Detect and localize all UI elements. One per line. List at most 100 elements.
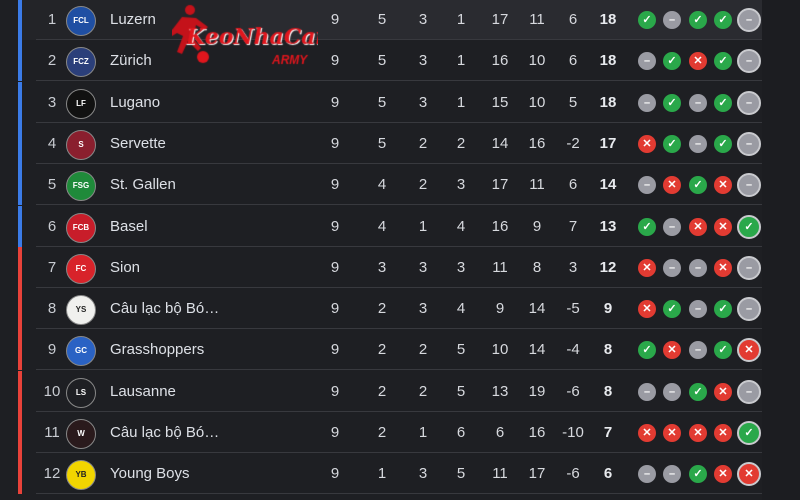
team-name[interactable]: Basel [110,217,148,235]
form-check-icon[interactable]: ✓ [714,341,732,360]
form-x-icon[interactable]: ✕ [638,424,656,442]
stat-gf: 11 [492,258,508,276]
team-name[interactable]: Servette [110,134,166,152]
form-minus-icon[interactable]: – [737,8,761,32]
stat-ga: 8 [532,258,542,276]
form-x-icon[interactable]: ✕ [689,424,707,442]
form-x-icon[interactable]: ✕ [638,300,656,319]
form-check-icon[interactable]: ✓ [663,52,681,71]
table-row[interactable]: 8 YS Câu lạc bộ Bó… 9 2 3 4 9 14 -5 9 ✕ ✓ – ✓ – [0,288,762,330]
form-check-icon[interactable]: ✓ [714,134,732,153]
form-x-icon[interactable]: ✕ [638,258,656,277]
form-x-icon[interactable]: ✕ [689,52,707,71]
table-row[interactable]: 4 S Servette 9 5 2 2 14 16 -2 17 ✕ ✓ – ✓ – [0,122,762,164]
form-minus-icon[interactable]: – [737,297,761,322]
form-check-icon[interactable]: ✓ [663,134,681,153]
stat-d: 2 [418,134,428,152]
table-row[interactable]: 3 LF Lugano 9 5 3 1 15 10 5 18– ✓ – ✓ – [0,81,762,123]
table-row[interactable]: 12 YB Young Boys 9 1 3 5 11 17 -6 6– – ✓ ✕ ✕ [0,453,762,495]
form-minus-icon[interactable]: – [689,134,707,153]
form-x-icon[interactable]: ✕ [663,176,681,195]
form-minus-icon[interactable]: – [638,382,656,401]
form-minus-icon[interactable]: – [689,258,707,277]
form-check-icon[interactable]: ✓ [689,176,707,195]
table-row[interactable]: 11 W Câu lạc bộ Bó… 9 2 1 6 6 16 -10 7 ✕ ✕ ✕ ✕ ✓ [0,412,762,453]
form-x-icon[interactable]: ✕ [638,134,656,153]
table-row[interactable]: 1 FCL Luzern 9 5 3 1 17 11 6 18 ✓ – ✓ ✓ – [0,0,762,40]
form-minus-icon[interactable]: – [663,11,681,29]
form-check-icon[interactable]: ✓ [714,52,732,71]
stat-gf: 6 [495,424,505,441]
form-minus-icon[interactable]: – [663,217,681,236]
stat-l: 1 [456,93,466,111]
form-minus-icon[interactable]: – [737,90,761,115]
team-name[interactable]: Câu lạc bộ Bó… [110,300,220,318]
form-check-icon[interactable]: ✓ [689,465,707,484]
form-check-icon[interactable]: ✓ [663,93,681,112]
table-row[interactable]: 9 GC Grasshoppers 9 2 2 5 10 14 -4 8 ✓ ✕ – ✓ ✕ [0,329,762,371]
form-minus-icon[interactable]: – [663,382,681,401]
team-name[interactable]: Luzern [110,11,156,28]
form-x-icon[interactable]: ✕ [714,258,732,277]
form-check-icon[interactable]: ✓ [714,11,732,29]
form-x-icon[interactable]: ✕ [714,465,732,484]
table-row[interactable]: 6 FCB Basel 9 4 1 4 16 9 7 13 ✓ – ✕ ✕ ✓ [0,205,762,247]
form-x-icon[interactable]: ✕ [689,217,707,236]
row-divider [36,493,762,495]
form-check-icon[interactable]: ✓ [638,217,656,236]
team-name[interactable]: Sion [110,258,141,276]
form-check-icon[interactable]: ✓ [663,300,681,319]
form-x-icon[interactable]: ✕ [737,338,761,363]
row-divider [36,286,762,288]
stat-ga: 10 [528,52,546,70]
form-minus-icon[interactable]: – [737,255,761,280]
form-minus-icon[interactable]: – [689,341,707,360]
table-row[interactable]: 10 LS Lausanne 9 2 2 5 13 19 -6 8– – ✓ ✕ – [0,370,762,412]
team-name[interactable]: Grasshoppers [110,341,205,359]
table-row[interactable]: 5 FSG St. Gallen 9 4 2 3 17 11 6 14– ✕ ✓ ✕ – [0,164,762,206]
form-x-icon[interactable]: ✕ [663,424,681,442]
team-logo: LS [66,377,96,408]
form-minus-icon[interactable]: – [638,465,656,484]
table-row[interactable]: 7 FC Sion 9 3 3 3 11 8 3 12 ✕ – – ✕ – [0,246,762,288]
form-minus-icon[interactable]: – [638,93,656,112]
team-name[interactable]: Zürich [110,52,152,70]
form-check-icon[interactable]: ✓ [737,214,761,239]
form-x-icon[interactable]: ✕ [663,341,681,360]
form-minus-icon[interactable]: – [737,49,761,74]
stat-d: 2 [418,382,428,400]
form-minus-icon[interactable]: – [638,176,656,195]
form-minus-icon[interactable]: – [737,131,761,156]
form-minus-icon[interactable]: – [638,52,656,71]
form-check-icon[interactable]: ✓ [638,11,656,29]
table-row[interactable]: 2 FCZ Zürich 9 5 3 1 16 10 6 18– ✓ ✕ ✓ – [0,40,762,82]
team-name[interactable]: Câu lạc bộ Bó… [110,424,220,441]
form-check-icon[interactable]: ✓ [638,341,656,360]
stat-gd: -5 [566,300,580,318]
team-name[interactable]: Lugano [110,93,161,111]
team-name[interactable]: Young Boys [110,465,190,483]
team-name[interactable]: Lausanne [110,382,176,400]
form-check-icon[interactable]: ✓ [737,421,761,445]
form-x-icon[interactable]: ✕ [714,424,732,442]
form-minus-icon[interactable]: – [737,379,761,404]
team-name[interactable]: St. Gallen [110,176,176,194]
form-check-icon[interactable]: ✓ [689,11,707,29]
form-minus-icon[interactable]: – [663,465,681,484]
form-minus-icon[interactable]: – [689,300,707,319]
form-check-icon[interactable]: ✓ [689,382,707,401]
form-x-icon[interactable]: ✕ [714,217,732,236]
stat-p: 9 [330,341,340,359]
form-x-icon[interactable]: ✕ [714,176,732,195]
form-x-icon[interactable]: ✕ [737,462,761,487]
form-minus-icon[interactable]: – [663,258,681,277]
form-minus-icon[interactable]: – [689,93,707,112]
standings-table: 1 FCL Luzern 9 5 3 1 17 11 6 18 ✓ – ✓ ✓ –2 FCZ Zürich 9 5 3 1… [0,0,762,495]
zone-indicator-relegation [18,412,22,453]
form-minus-icon[interactable]: – [737,173,761,198]
form-check-icon[interactable]: ✓ [714,93,732,112]
team-logo: W [66,419,96,449]
zone-indicator-champions [18,122,22,164]
form-check-icon[interactable]: ✓ [714,300,732,319]
form-x-icon[interactable]: ✕ [714,382,732,401]
